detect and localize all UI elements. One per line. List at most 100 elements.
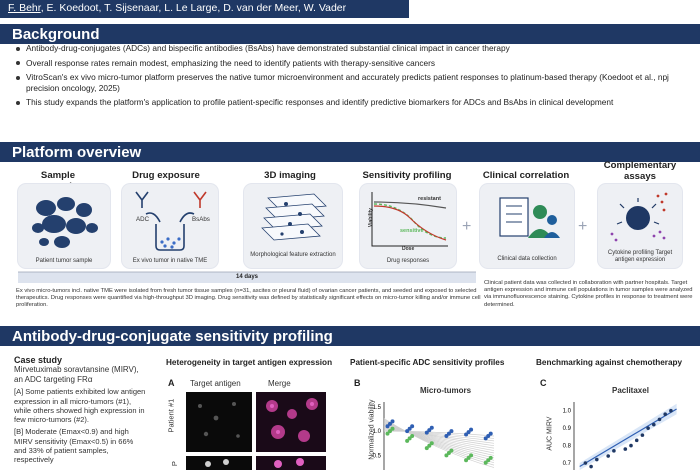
- clinical-card: Clinical data collection: [480, 184, 574, 268]
- imaging-card: Morphological feature extraction: [244, 184, 342, 268]
- step-title: Drug exposure: [132, 170, 200, 181]
- data-point: [390, 426, 395, 431]
- plus-icon: +: [462, 218, 472, 235]
- background-bullets: Antibody-drug-conjugates (ADCs) and bisp…: [14, 43, 694, 112]
- data-point: [410, 434, 415, 438]
- data-point: [385, 424, 390, 429]
- data-point: [483, 460, 488, 465]
- data-point: [606, 454, 610, 458]
- data-point: [486, 434, 491, 438]
- section-header-platform: Platform overview: [0, 142, 700, 162]
- curve-line: [383, 427, 495, 444]
- y-tick-label: 0.7: [563, 461, 572, 467]
- step-caption: Cytokine profiling Target antigen expres…: [607, 250, 673, 263]
- panel-a-row2: P: [169, 461, 179, 467]
- data-point: [488, 455, 493, 460]
- data-point: [444, 434, 449, 438]
- data-point: [629, 443, 633, 448]
- antigen-micrographs: [186, 392, 326, 470]
- bullet: This study expands the platform's applic…: [14, 97, 694, 108]
- data-point: [410, 424, 415, 429]
- resistant-label: resistant: [418, 196, 441, 202]
- drug-exposure-card: ADC BsAbs Ex vivo tumor in native TME: [122, 184, 218, 268]
- paclitaxel-chart: 1.0 0.9 0.8 0.7: [563, 402, 677, 470]
- data-point: [390, 419, 395, 424]
- case-subtitle: Mirvetuximab soravtansine (MIRV), an ADC…: [14, 365, 139, 384]
- image-stack-icon: [261, 193, 327, 241]
- panel-b-chart-title: Micro-tumors: [420, 386, 472, 395]
- data-point: [427, 428, 432, 433]
- sensitivity-card: resistant sensitive Viability Dose Drug …: [360, 184, 456, 268]
- curve-line: [383, 424, 495, 454]
- data-point: [663, 412, 667, 417]
- data-point: [407, 426, 412, 431]
- data-point: [424, 446, 429, 451]
- data-point: [466, 455, 471, 460]
- dose-response-icon: [371, 192, 448, 247]
- data-point: [657, 417, 662, 422]
- y-tick-label: 0.9: [563, 426, 572, 432]
- data-point: [469, 427, 474, 432]
- panel-c-chart-title: Paclitaxel: [612, 386, 649, 395]
- curve-line: [383, 422, 495, 459]
- data-point: [446, 451, 451, 455]
- panel-a-col1: Target antigen: [190, 379, 241, 388]
- data-point: [449, 429, 454, 434]
- y-tick-label: 1.5: [373, 405, 382, 411]
- bullet: VitroScan's ex vivo micro-tumor platform…: [14, 72, 694, 93]
- data-point: [405, 429, 410, 434]
- section-header-adc: Antibody-drug-conjugate sensitivity prof…: [0, 326, 700, 346]
- platform-right-description: Clinical patient data was collected in c…: [484, 280, 693, 308]
- platform-left-description: Ex vivo micro-tumors incl. native TME we…: [16, 288, 481, 309]
- data-point: [464, 458, 469, 463]
- confidence-band: [579, 403, 677, 470]
- bullet: Antibody-drug-conjugates (ADCs) and bisp…: [14, 43, 694, 54]
- curve-line: [383, 424, 495, 451]
- data-point: [427, 443, 432, 448]
- drug-exposure-icon: [135, 191, 207, 251]
- complementary-card: Cytokine profiling Target antigen expres…: [598, 184, 682, 268]
- micrograph-antigen-2: [186, 456, 252, 470]
- data-point: [612, 449, 616, 453]
- curve-line: [383, 425, 495, 449]
- data-point: [583, 461, 588, 465]
- other-authors: , E. Koedoot, T. Sijsenaar, L. Le Large,…: [40, 2, 347, 14]
- step-caption: Clinical data collection: [497, 256, 557, 262]
- curve-line: [383, 430, 495, 437]
- data-point: [483, 436, 488, 441]
- data-point: [634, 438, 639, 443]
- panel-c-letter: C: [540, 378, 547, 388]
- plus-icon: +: [578, 218, 588, 235]
- data-point: [464, 432, 469, 437]
- data-point: [652, 422, 656, 427]
- y-tick-label: 1.0: [563, 409, 572, 415]
- data-point: [429, 441, 434, 446]
- cytokine-cell-icon: [610, 192, 668, 242]
- timeline-band: 14 days: [18, 272, 476, 283]
- section-header-background: Background: [0, 24, 700, 44]
- bsab-label: BsAbs: [192, 216, 210, 223]
- timeline-arrow: [18, 271, 476, 273]
- bullet: Overall response rates remain modest, em…: [14, 58, 694, 69]
- adc-label: ADC: [136, 216, 150, 223]
- case-study: Case study Mirvetuximab soravtansine (MI…: [14, 355, 146, 465]
- data-point: [589, 464, 593, 469]
- data-point: [388, 421, 392, 426]
- step-title: Complementary assays: [603, 160, 677, 182]
- data-point: [444, 453, 449, 458]
- case-text-b: [B] Moderate (Emax<0.9) and high MIRV se…: [14, 427, 134, 465]
- panel-a-col2: Merge: [268, 379, 291, 388]
- data-point: [424, 430, 429, 435]
- curve-line: [383, 428, 495, 442]
- curve-line: [383, 419, 495, 466]
- author-line: F. Behr, E. Koedoot, T. Sijsenaar, L. Le…: [0, 0, 409, 18]
- data-point: [407, 436, 412, 441]
- data-point: [405, 438, 410, 443]
- curve-line: [383, 423, 495, 456]
- data-point: [469, 453, 474, 458]
- case-text-a: [A] Some patients exhibited low antigen …: [14, 387, 146, 425]
- micrograph-antigen-1: [186, 392, 252, 452]
- data-point: [449, 448, 454, 453]
- curve-line: [383, 421, 495, 461]
- data-point: [488, 431, 493, 436]
